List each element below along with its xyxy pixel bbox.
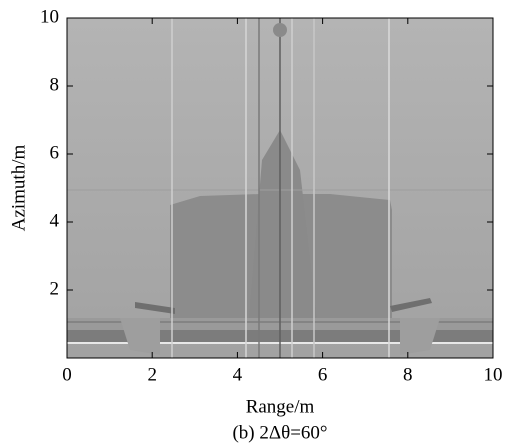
x-tick-label: 8	[403, 364, 413, 385]
x-tick-label: 10	[484, 364, 503, 385]
plot-frame	[66, 17, 494, 359]
x-axis-label: Range/m	[246, 396, 315, 417]
y-tick-label: 4	[50, 210, 60, 231]
y-tick-label: 2	[50, 278, 60, 299]
y-tick-label: 8	[50, 74, 60, 95]
x-tick-label: 4	[233, 364, 243, 385]
y-axis-label: Azimuth/m	[8, 145, 29, 232]
y-tick-label: 6	[50, 142, 60, 163]
x-tick-label: 6	[318, 364, 328, 385]
x-tick-label: 2	[147, 364, 157, 385]
reconstructed-image	[67, 18, 493, 358]
y-tick-label: 10	[40, 6, 59, 27]
caption: (b) 2Δθ=60°	[232, 422, 327, 443]
x-tick-label: 0	[62, 364, 72, 385]
